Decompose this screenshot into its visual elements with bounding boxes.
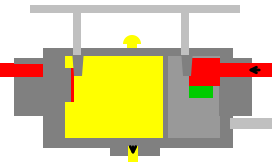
Bar bbox=[200, 63, 272, 77]
Bar bbox=[30, 5, 240, 13]
Bar bbox=[0, 63, 48, 77]
Bar bbox=[230, 118, 272, 129]
Bar bbox=[220, 48, 233, 148]
Bar bbox=[14, 110, 46, 116]
Bar bbox=[110, 138, 160, 156]
Bar bbox=[220, 56, 227, 138]
Bar bbox=[189, 58, 220, 86]
Bar bbox=[181, 5, 189, 55]
Polygon shape bbox=[123, 35, 141, 44]
Bar bbox=[46, 68, 74, 102]
Bar bbox=[43, 48, 57, 148]
Bar bbox=[43, 138, 233, 146]
Bar bbox=[57, 56, 65, 138]
Bar bbox=[57, 56, 165, 138]
Bar bbox=[128, 138, 138, 162]
Polygon shape bbox=[72, 48, 84, 76]
Bar bbox=[43, 48, 233, 56]
Bar bbox=[165, 56, 227, 138]
Bar bbox=[43, 48, 233, 148]
Bar bbox=[219, 58, 252, 116]
Bar bbox=[73, 5, 81, 55]
Polygon shape bbox=[181, 48, 193, 76]
Bar bbox=[128, 138, 138, 156]
Bar bbox=[189, 86, 213, 98]
Bar bbox=[57, 138, 227, 146]
Bar bbox=[127, 44, 137, 58]
Bar bbox=[14, 58, 46, 116]
Bar bbox=[14, 58, 46, 64]
Bar bbox=[57, 48, 227, 56]
Bar bbox=[163, 56, 168, 138]
Bar bbox=[65, 68, 71, 102]
